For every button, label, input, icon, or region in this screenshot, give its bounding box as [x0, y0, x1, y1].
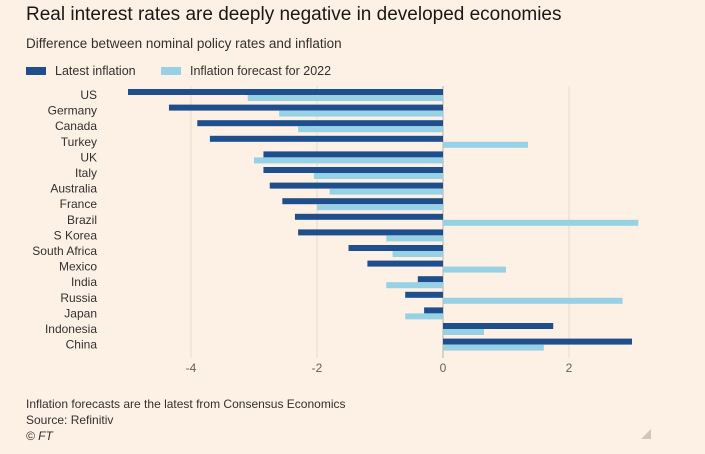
bar-latest-inflation-france	[282, 198, 443, 205]
legend-item-inflation-forecast: Inflation forecast for 2022	[161, 64, 331, 78]
category-label-mexico: Mexico	[59, 260, 97, 274]
bar-latest-inflation-italy	[263, 167, 443, 173]
bar-latest-inflation-china	[443, 338, 632, 345]
category-label-us: US	[80, 88, 97, 102]
bar-latest-inflation-s-korea	[298, 229, 443, 236]
bar-latest-inflation-australia	[269, 182, 443, 189]
category-label-china: China	[66, 338, 98, 352]
chart-subtitle: Difference between nominal policy rates …	[26, 36, 342, 51]
category-label-india: India	[71, 275, 97, 289]
bar-latest-inflation-india	[417, 276, 443, 283]
x-tick-label: -4	[186, 361, 197, 375]
bar-inflation-forecast-for-2022-india	[386, 282, 443, 289]
category-label-canada: Canada	[55, 119, 97, 133]
bar-latest-inflation-mexico	[367, 260, 443, 267]
bar-latest-inflation-us	[128, 89, 443, 95]
bar-latest-inflation-brazil	[294, 213, 443, 220]
bar-inflation-forecast-for-2022-uk	[254, 157, 443, 164]
bar-inflation-forecast-for-2022-mexico	[443, 266, 506, 273]
category-label-australia: Australia	[50, 182, 97, 196]
chart-title: Real interest rates are deeply negative …	[26, 4, 562, 25]
bar-inflation-forecast-for-2022-indonesia	[443, 329, 484, 335]
bar-latest-inflation-russia	[405, 291, 443, 298]
bar-inflation-forecast-for-2022-us	[247, 95, 443, 101]
x-tick-label: 0	[440, 361, 447, 375]
x-tick-label: 2	[566, 361, 573, 375]
bar-inflation-forecast-for-2022-russia	[443, 297, 623, 304]
resize-handle-icon[interactable]	[641, 429, 651, 439]
bar-inflation-forecast-for-2022-australia	[329, 188, 443, 195]
bar-inflation-forecast-for-2022-japan	[405, 313, 443, 320]
category-label-indonesia: Indonesia	[45, 322, 97, 336]
footer-credit: © FT	[26, 429, 53, 443]
legend-item-latest-inflation: Latest inflation	[26, 64, 136, 78]
bar-inflation-forecast-for-2022-italy	[313, 173, 443, 179]
bar-latest-inflation-turkey	[209, 135, 443, 142]
bar-latest-inflation-south-africa	[348, 245, 443, 251]
bar-latest-inflation-uk	[263, 151, 443, 158]
bar-latest-inflation-indonesia	[443, 323, 554, 329]
category-label-russia: Russia	[60, 291, 97, 305]
bar-inflation-forecast-for-2022-s-korea	[386, 235, 443, 242]
footer-note: Inflation forecasts are the latest from …	[26, 397, 346, 411]
category-label-brazil: Brazil	[67, 213, 97, 227]
bar-latest-inflation-germany	[168, 104, 443, 111]
category-label-italy: Italy	[75, 166, 97, 180]
x-tick-label: -2	[312, 361, 323, 375]
category-label-s-korea: S Korea	[54, 228, 98, 242]
footer-source: Source: Refinitiv	[26, 413, 114, 427]
legend-label-latest-inflation: Latest inflation	[55, 64, 136, 78]
bar-inflation-forecast-for-2022-south-africa	[392, 251, 443, 257]
bar-inflation-forecast-for-2022-germany	[279, 110, 443, 117]
bar-latest-inflation-canada	[197, 120, 443, 127]
bar-inflation-forecast-for-2022-brazil	[443, 219, 639, 226]
legend-swatch-inflation-forecast	[161, 67, 181, 75]
legend-label-inflation-forecast: Inflation forecast for 2022	[190, 64, 332, 78]
legend-swatch-latest-inflation	[26, 67, 46, 75]
category-label-germany: Germany	[48, 104, 97, 118]
category-label-turkey: Turkey	[61, 135, 97, 149]
bar-inflation-forecast-for-2022-china	[443, 344, 544, 351]
bar-inflation-forecast-for-2022-canada	[298, 126, 443, 133]
chart-footer: Inflation forecasts are the latest from …	[26, 396, 345, 444]
bar-latest-inflation-japan	[424, 307, 443, 314]
category-label-south-africa: South Africa	[32, 244, 97, 258]
category-label-uk: UK	[80, 150, 97, 164]
category-label-france: France	[60, 197, 98, 211]
bar-inflation-forecast-for-2022-france	[317, 204, 443, 211]
bar-inflation-forecast-for-2022-turkey	[443, 141, 529, 148]
category-label-japan: Japan	[64, 306, 97, 320]
